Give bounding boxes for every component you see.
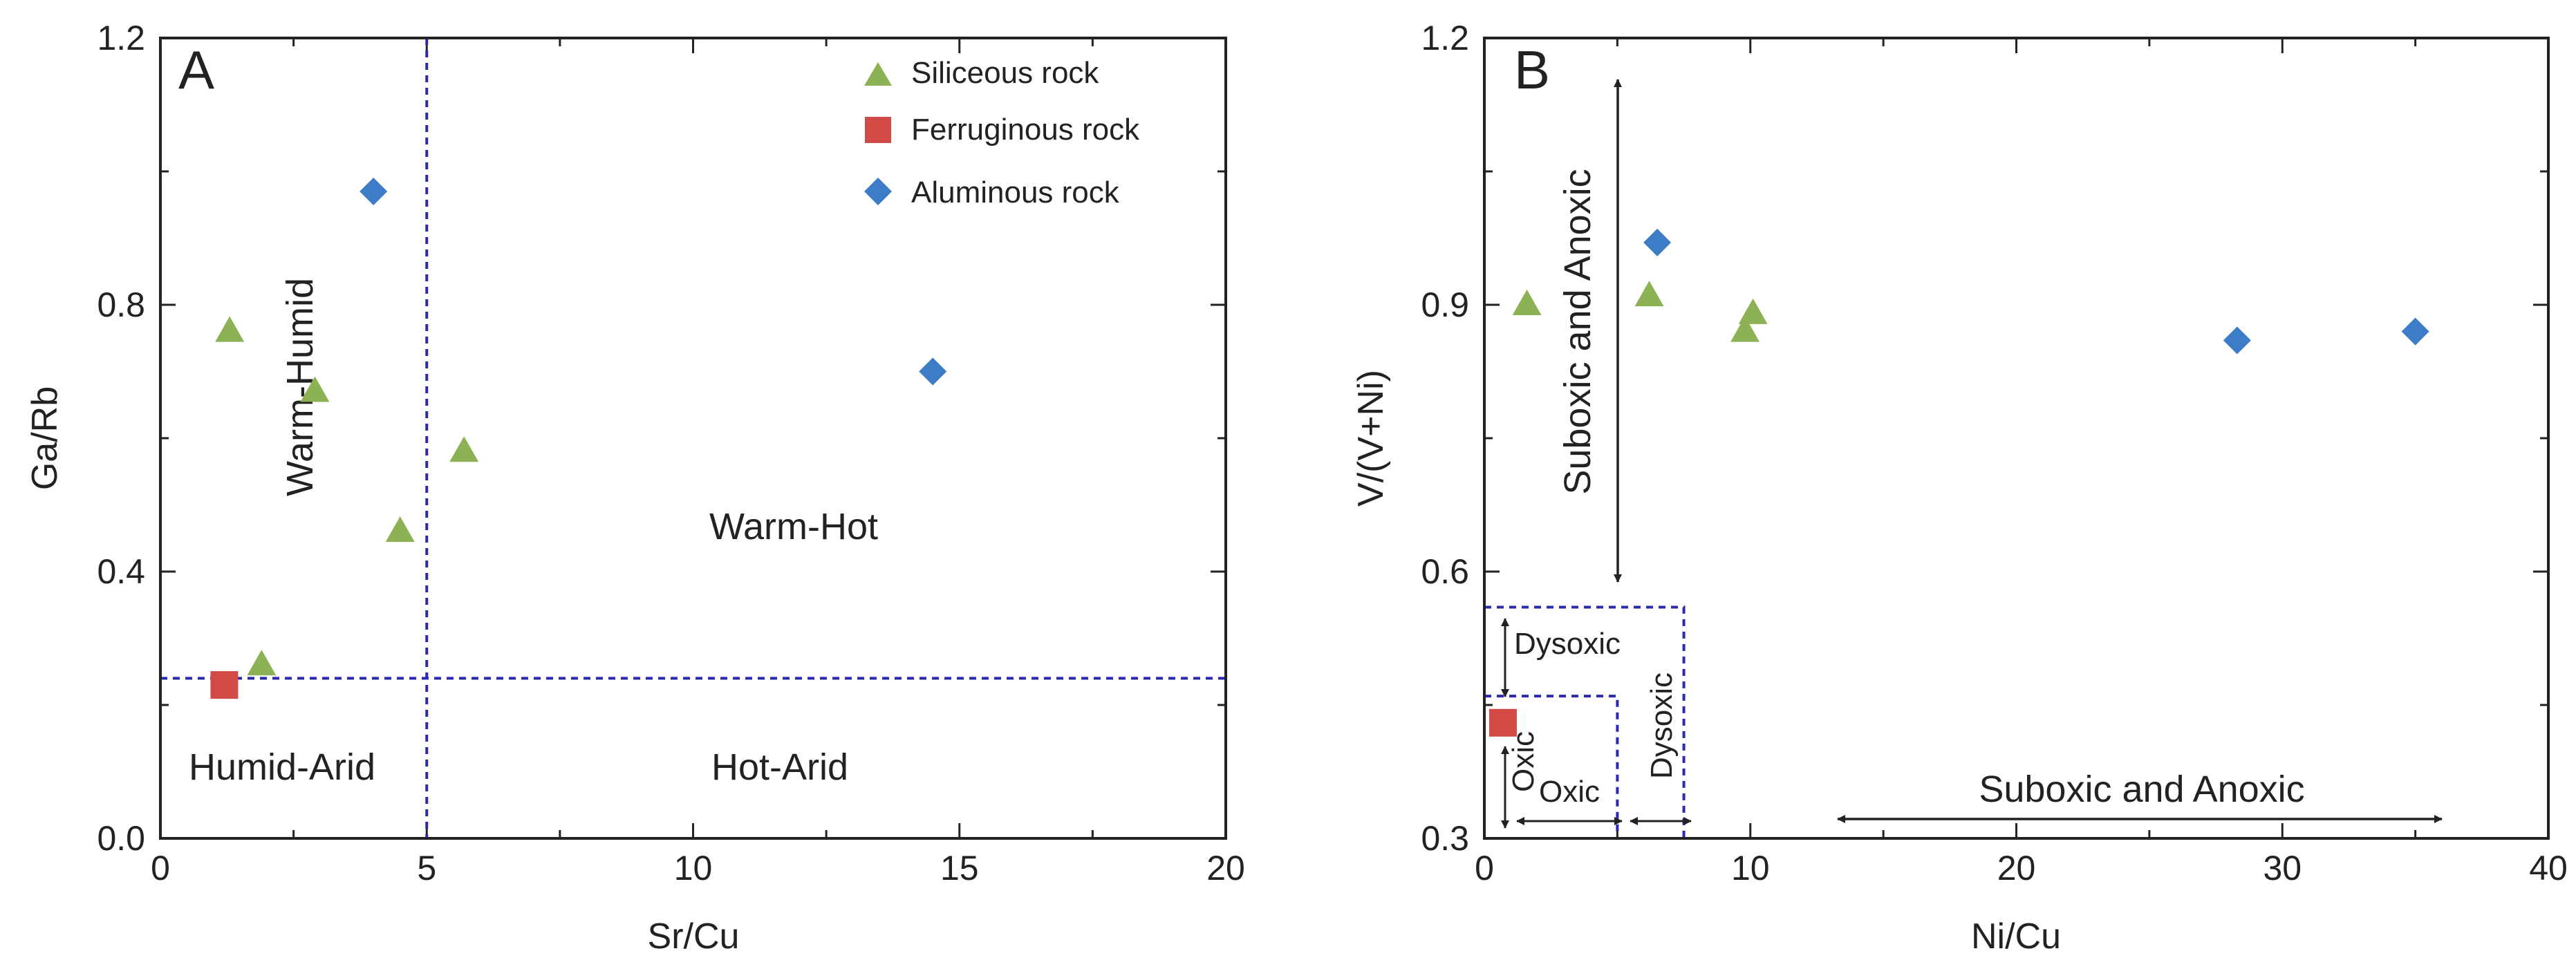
panel-b-x-axis-title: Ni/Cu: [1971, 916, 2061, 957]
suboxic-anoxic-horizontal-label: Suboxic and Anoxic: [1979, 769, 2304, 810]
region-label-humid-arid: Humid-Arid: [189, 746, 375, 788]
suboxic-anoxic-vertical-label: Suboxic and Anoxic: [1557, 169, 1598, 494]
legend-label-aluminous: Aluminous rock: [911, 176, 1120, 209]
panel-a: A Warm-Humid Warm-Hot Humid-Arid Hot-Ari…: [25, 19, 1245, 957]
siliceous-rock-point: [300, 376, 330, 402]
siliceous-rock-point: [1512, 290, 1542, 315]
ferruginous-rock-point: [1488, 708, 1517, 737]
y-tick-label: 0.9: [1421, 285, 1469, 324]
x-tick-label: 40: [2529, 849, 2568, 887]
ferruginous-rock-point: [210, 671, 239, 699]
panel-b-dysoxic-box: [1483, 605, 1686, 840]
panel-a-letter: A: [178, 39, 214, 100]
x-tick-label: 10: [1731, 849, 1770, 887]
oxic-vertical-label: Oxic: [1506, 731, 1540, 792]
aluminous-rock-point: [2401, 317, 2429, 346]
legend-item-aluminous: Aluminous rock: [864, 176, 1120, 209]
panel-a-points: [210, 177, 947, 699]
panel-b-ticks: [1483, 37, 2550, 840]
legend-triangle-icon: [864, 62, 892, 86]
panel-b-letter: B: [1514, 39, 1550, 100]
siliceous-rock-point: [449, 436, 479, 462]
siliceous-rock-point: [247, 650, 277, 676]
panel-b: B Suboxic and Anoxic Suboxic and Anoxic …: [1351, 19, 2568, 957]
legend-diamond-icon: [864, 178, 892, 205]
dysoxic-vertical-label: Dysoxic: [1645, 672, 1679, 779]
y-tick-label: 0.0: [97, 819, 145, 858]
siliceous-rock-point: [1730, 316, 1760, 342]
aluminous-rock-point: [1643, 228, 1672, 256]
panel-b-y-axis-title: V/(V+Ni): [1351, 370, 1391, 507]
legend-item-siliceous: Siliceous rock: [864, 56, 1099, 90]
panel-b-frame: [1483, 37, 2550, 840]
siliceous-rock-point: [1738, 298, 1768, 324]
legend-item-ferruginous: Ferruginous rock: [865, 113, 1140, 147]
legend-square-icon: [865, 117, 891, 143]
siliceous-rock-point: [385, 516, 415, 543]
y-tick-label: 0.6: [1421, 552, 1469, 591]
panel-a-x-axis-title: Sr/Cu: [648, 916, 740, 957]
y-tick-label: 0.8: [97, 285, 145, 324]
panel-b-tick-labels: 0 10 20 30 40 0.3 0.6 0.9 1.2: [1421, 19, 2567, 887]
x-tick-label: 30: [2263, 849, 2302, 887]
aluminous-rock-point: [919, 357, 947, 386]
panel-a-y-axis-title: Ga/Rb: [25, 386, 65, 490]
x-tick-label: 5: [417, 849, 436, 887]
dysoxic-horizontal-label: Dysoxic: [1514, 627, 1621, 661]
legend-label-ferruginous: Ferruginous rock: [911, 113, 1140, 147]
legend-label-siliceous: Siliceous rock: [911, 56, 1099, 90]
aluminous-rock-point: [360, 177, 388, 205]
panel-b-points: [1488, 228, 2429, 737]
panel-a-tick-labels: 0 5 10 15 20 0.0 0.4 0.8 1.2: [97, 19, 1244, 887]
y-tick-label: 0.4: [97, 552, 145, 591]
y-tick-label: 1.2: [1421, 19, 1469, 57]
aluminous-rock-point: [2223, 326, 2251, 355]
siliceous-rock-point: [215, 316, 245, 342]
y-tick-label: 1.2: [97, 19, 145, 57]
x-tick-label: 0: [1475, 849, 1494, 887]
siliceous-rock-point: [1634, 281, 1664, 307]
x-tick-label: 20: [1206, 849, 1245, 887]
oxic-horizontal-label: Oxic: [1539, 775, 1600, 809]
x-tick-label: 0: [151, 849, 170, 887]
legend: Siliceous rock Ferruginous rock Aluminou…: [864, 56, 1140, 209]
x-tick-label: 20: [1997, 849, 2036, 887]
y-tick-label: 0.3: [1421, 819, 1469, 858]
panel-a-frame: [159, 37, 1227, 840]
x-tick-label: 10: [674, 849, 713, 887]
region-label-warm-hot: Warm-Hot: [709, 506, 878, 547]
x-tick-label: 15: [940, 849, 979, 887]
region-label-hot-arid: Hot-Arid: [711, 746, 848, 788]
